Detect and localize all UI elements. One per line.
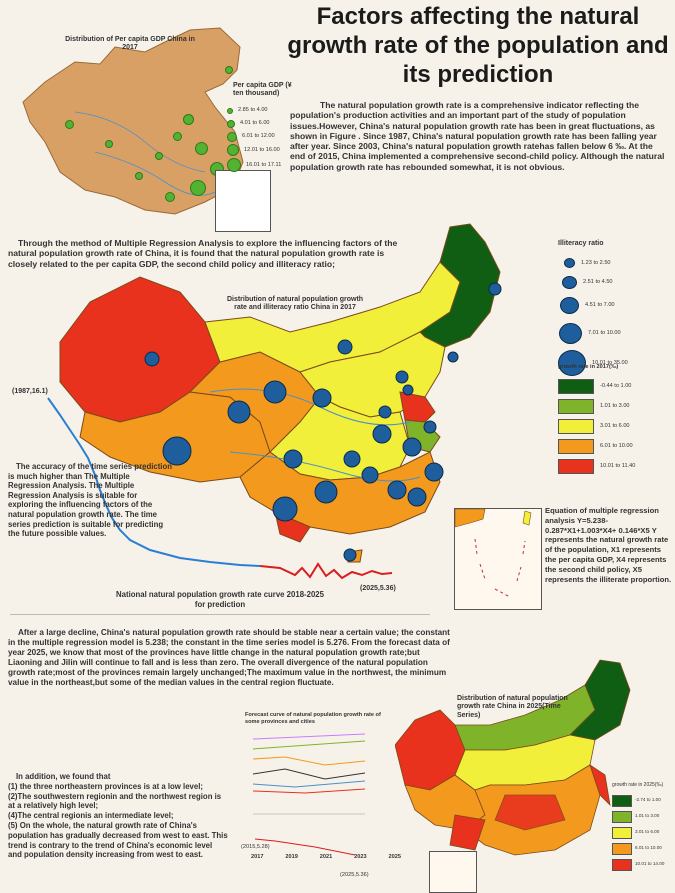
gdp-legend: 2.85 to 4.00 4.01 to 6.00 6.01 to 12.00 …: [227, 104, 287, 173]
year-label: 2021: [319, 854, 333, 860]
year-label: 2023: [354, 854, 367, 860]
section-divider: [10, 614, 430, 615]
gdp-dot: [195, 142, 208, 155]
inset-islands: [455, 509, 532, 598]
main-map-title: Distribution of natural population growt…: [226, 296, 364, 312]
south-sea-inset: [454, 508, 542, 610]
gdp-inset-map: [215, 170, 271, 232]
growth-legend-label: 1.01 to 3.00: [600, 403, 630, 410]
illiteracy-legend-label: 4.51 to 7.00: [585, 302, 615, 309]
page-title: Factors affecting the natural growth rat…: [287, 3, 669, 88]
gdp-dot: [225, 66, 233, 74]
gdp-dot: [183, 114, 194, 125]
illiteracy-legend-title: Illiteracy ratio: [558, 240, 604, 247]
growth-legend-2025-title: growth rate in 2025(‰): [612, 782, 664, 788]
curve-caption: National natural population growth rate …: [116, 590, 324, 609]
findings-item: (4)The central regionis an intermediate …: [8, 811, 174, 821]
map-2025-shape: [395, 659, 631, 856]
forecast-start-label: (2015,5.28): [241, 844, 270, 850]
gdp-dot: [135, 172, 143, 180]
illiteracy-legend-label: 2.51 to 4.50: [583, 279, 613, 286]
forecast-end-label: (2025,5.36): [340, 872, 369, 878]
curve-start-label: (1987,16.1): [12, 388, 48, 395]
growth-2025-label: 3.01 to 6.00: [635, 829, 660, 835]
year-label: 2019: [285, 854, 298, 860]
findings: In addition, we found that (1) the three…: [8, 772, 228, 860]
year-label: 2025: [388, 854, 401, 860]
main-map-shape: [59, 223, 502, 563]
findings-item: (5) On the whole, the natural growth rat…: [8, 820, 228, 860]
growth-2025-label: 10.01 to 14.00: [635, 861, 665, 867]
gdp-dot: [173, 132, 182, 141]
forecast-text: After a large decline, China's natural p…: [8, 628, 450, 687]
forecast-lines: [252, 733, 366, 856]
forecast-chart: Forecast curve of natural population gro…: [241, 712, 405, 882]
regression-text: Through the method of Multiple Regressio…: [8, 238, 398, 269]
illiteracy-legend-label: 7.01 to 10.00: [588, 330, 621, 337]
equation-text: Equation of multiple regression analysis…: [545, 506, 672, 584]
gdp-map: Distribution of Per capita GDP China in …: [5, 22, 292, 234]
national-growth-curve: [47, 397, 393, 580]
map-2025-title: Distribution of natural population growt…: [457, 695, 568, 719]
growth-legend-label: 10.01 to 11.40: [600, 463, 636, 470]
accuracy-text: The accuracy of the time series predicti…: [8, 462, 172, 539]
illiteracy-legend: Illiteracy ratio 1.23 to 2.50 2.51 to 4.…: [558, 240, 673, 378]
gdp-legend-label: 12.01 to 16.00: [244, 146, 280, 153]
map-2025-inset: [429, 851, 477, 893]
gdp-map-shape: [22, 27, 244, 215]
gdp-legend-label: 4.01 to 6.00: [240, 120, 270, 127]
gdp-map-title: Distribution of Per capita GDP China in …: [65, 36, 195, 52]
gdp-dot: [155, 152, 163, 160]
year-label: 2017: [251, 854, 264, 860]
forecast-chart-title: Forecast curve of natural population gro…: [245, 712, 381, 725]
gdp-legend-title: Per capita GDP (¥ ten thousand): [233, 82, 292, 98]
gdp-dot: [190, 180, 206, 196]
growth-2025-label: 1.01 to 3.00: [635, 813, 660, 819]
forecast-years: 2017 2019 2021 2023 2025: [251, 854, 401, 861]
findings-item: (2)The southwestern regionin and the nor…: [8, 791, 222, 811]
intro-text: The natural population growth rate is a …: [290, 100, 665, 172]
growth-2025-label: 6.01 to 10.00: [635, 845, 662, 851]
growth-legend-label: 6.01 to 10.00: [600, 443, 633, 450]
growth-legend-label: 3.01 to 6.00: [600, 423, 630, 430]
growth-legend-2017: growth rate in 2017(‰) -0.44 to 1.00 1.0…: [558, 364, 673, 477]
gdp-dot: [65, 120, 74, 129]
illiteracy-legend-label: 10.01 to 35.00: [592, 360, 628, 367]
gdp-legend-label: 2.85 to 4.00: [238, 107, 268, 114]
growth-2025-label: -2.74 to 1.00: [635, 797, 661, 803]
growth-legend-2025: growth rate in 2025(‰) -2.74 to 1.00 1.0…: [612, 782, 674, 873]
findings-intro: In addition, we found that: [16, 772, 111, 781]
curve-end-label: (2025,5.36): [360, 585, 396, 592]
gdp-dot: [105, 140, 113, 148]
growth-legend-title: growth rate in 2017(‰): [558, 364, 619, 370]
growth-legend-label: -0.44 to 1.00: [600, 383, 632, 390]
gdp-legend-label: 6.01 to 12.00: [242, 133, 275, 140]
gdp-legend-label: 16.01 to 17.11: [246, 161, 282, 168]
main-map: Distribution of natural population growt…: [30, 222, 550, 602]
findings-item: (1) the three northeastern provinces is …: [8, 781, 203, 791]
map-2025: Distribution of natural population growt…: [395, 655, 675, 893]
gdp-dot: [165, 192, 175, 202]
illiteracy-legend-label: 1.23 to 2.50: [581, 260, 611, 267]
